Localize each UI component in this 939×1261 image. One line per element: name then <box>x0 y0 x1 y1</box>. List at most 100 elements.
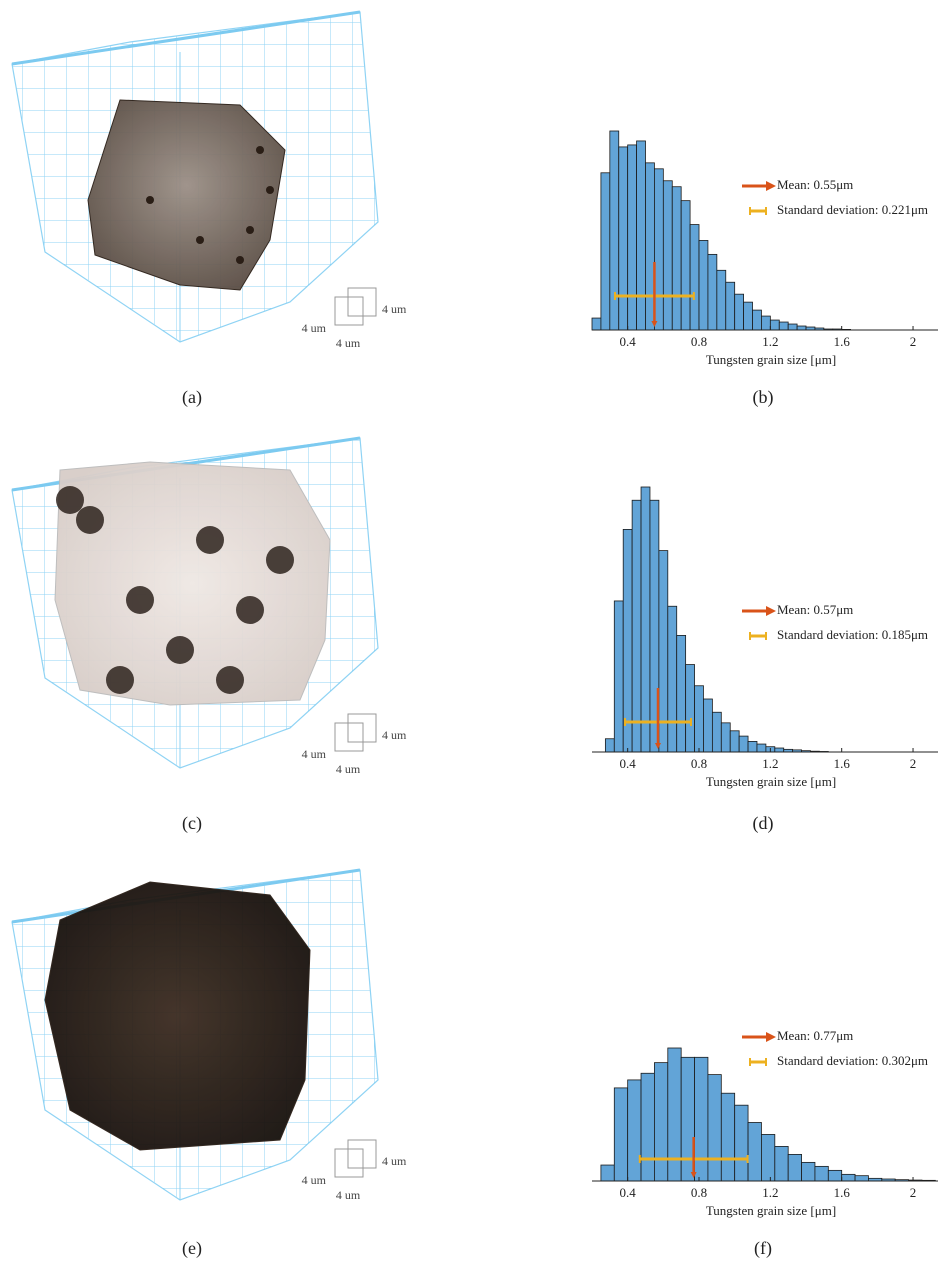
x-tick-label: 0.4 <box>620 334 637 349</box>
render-panel: 4 um4 um4 um <box>12 438 407 776</box>
bar <box>605 739 614 752</box>
bar <box>663 181 672 330</box>
grain-cluster <box>196 526 224 554</box>
bar <box>748 1122 761 1181</box>
x-axis-label: Tungsten grain size [μm] <box>706 1203 836 1218</box>
bar <box>672 187 681 330</box>
bar <box>681 201 690 330</box>
bar <box>668 606 677 752</box>
bar <box>632 500 641 752</box>
bar <box>695 686 704 752</box>
bar <box>797 326 806 330</box>
scale-label: 4 um <box>336 762 361 776</box>
bar <box>654 1063 667 1181</box>
x-tick-label: 1.2 <box>762 1185 778 1200</box>
scale-cube <box>348 1140 376 1168</box>
scale-cube <box>348 714 376 742</box>
bar <box>668 1048 681 1181</box>
x-tick-label: 0.8 <box>691 1185 707 1200</box>
grain-cluster <box>166 636 194 664</box>
x-tick-label: 2 <box>910 334 917 349</box>
bar <box>770 320 779 330</box>
render-panel: 4 um4 um4 um <box>12 870 407 1202</box>
bar <box>721 723 730 752</box>
scale-cube <box>348 288 376 316</box>
grain <box>146 196 154 204</box>
bar <box>628 1080 641 1181</box>
x-axis-label: Tungsten grain size [μm] <box>706 774 836 789</box>
grain-cluster <box>266 546 294 574</box>
bar <box>779 322 788 330</box>
grain <box>256 146 264 154</box>
legend-mean-head <box>766 606 776 616</box>
bar <box>619 147 628 330</box>
bar <box>735 294 744 330</box>
scale-label: 4 um <box>382 1154 407 1168</box>
bar <box>592 318 601 330</box>
bar <box>757 744 766 752</box>
x-tick-label: 0.4 <box>620 1185 637 1200</box>
bar <box>721 1093 734 1181</box>
grain <box>266 186 274 194</box>
bar <box>726 282 735 330</box>
figure: 4 um4 um4 um4 um4 um4 um4 um4 um4 um 0.4… <box>0 0 939 1261</box>
charts: 0.4 0.8 1.2 1.6 2 Tungsten grain size [μm] Mea… <box>592 131 938 1218</box>
bar <box>855 1176 868 1181</box>
x-tick-label: 1.6 <box>834 756 851 771</box>
bar <box>628 145 637 330</box>
grain-cluster <box>216 666 244 694</box>
bar <box>712 712 721 752</box>
legend-label: Standard deviation: 0.302μm <box>777 1053 928 1068</box>
grain <box>236 256 244 264</box>
grain-cluster <box>126 586 154 614</box>
scale-label: 4 um <box>302 321 327 335</box>
bar <box>788 324 797 330</box>
bar <box>735 1105 748 1181</box>
grain-cluster <box>236 596 264 624</box>
bar <box>788 1154 801 1181</box>
bar <box>699 240 708 330</box>
bar <box>708 254 717 330</box>
bar <box>775 1146 788 1181</box>
bar <box>641 487 650 752</box>
panel-label: (c) <box>182 813 202 834</box>
bar <box>739 736 748 752</box>
legend-label: Standard deviation: 0.221μm <box>777 202 928 217</box>
bar <box>690 225 699 330</box>
x-tick-label: 2 <box>910 1185 917 1200</box>
particle <box>88 100 285 290</box>
legend-mean-head <box>766 1032 776 1042</box>
x-tick-label: 0.4 <box>620 756 637 771</box>
bar <box>828 1170 841 1181</box>
legend-label: Standard deviation: 0.185μm <box>777 627 928 642</box>
scale-label: 4 um <box>382 302 407 316</box>
x-tick-label: 0.8 <box>691 334 707 349</box>
histogram: 0.40.81.21.62Tungsten grain size [μm]Mea… <box>592 487 938 789</box>
particle <box>45 882 310 1150</box>
bar <box>686 665 695 752</box>
x-tick-label: 1.2 <box>762 756 778 771</box>
bar <box>677 635 686 752</box>
scale-cube <box>335 1149 363 1177</box>
bar <box>842 1174 855 1181</box>
bar <box>761 316 770 330</box>
scale-label: 4 um <box>336 1188 361 1202</box>
scale-label: 4 um <box>382 728 407 742</box>
x-tick-label: 0.8 <box>691 756 707 771</box>
legend-label: Mean: 0.55μm <box>777 177 853 192</box>
bar <box>708 1075 721 1181</box>
panel-label: (d) <box>753 813 774 834</box>
legend-label: Mean: 0.57μm <box>777 602 853 617</box>
bar <box>717 270 726 330</box>
bar <box>637 141 646 330</box>
bar <box>744 302 753 330</box>
scale-label: 4 um <box>336 336 361 350</box>
bar <box>761 1134 774 1181</box>
bar <box>601 1165 614 1181</box>
grain <box>246 226 254 234</box>
bar <box>646 163 655 330</box>
panel-label: (a) <box>182 387 202 408</box>
x-tick-label: 1.2 <box>762 334 778 349</box>
x-tick-label: 1.6 <box>834 1185 851 1200</box>
